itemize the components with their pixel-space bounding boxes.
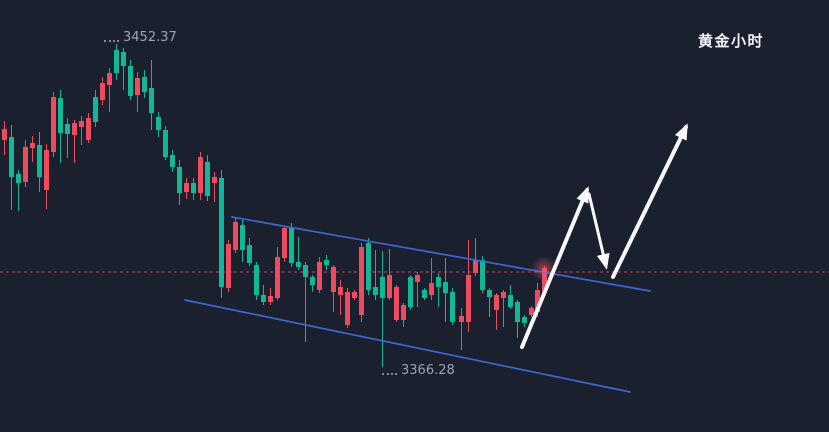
forecast-arrows[interactable] [520, 123, 688, 349]
channel-lines[interactable] [184, 216, 651, 393]
candles-layer [2, 44, 547, 367]
